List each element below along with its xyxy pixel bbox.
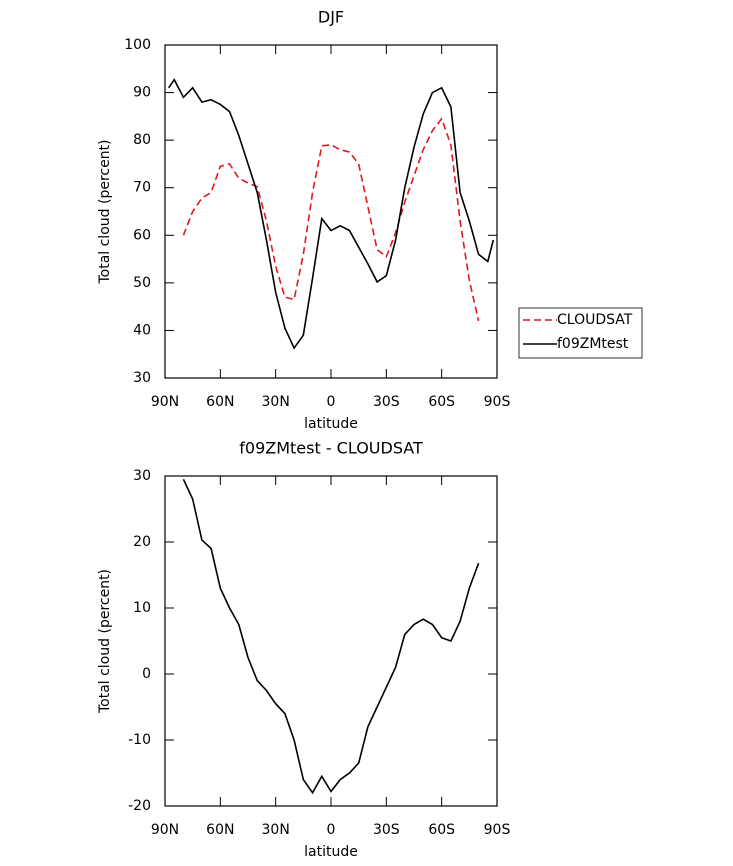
x-tick-label: 60S: [428, 822, 455, 838]
x-tick-label: 30N: [262, 822, 290, 838]
series-line: [182, 117, 480, 322]
x-tick-label: 30N: [262, 394, 290, 410]
x-tick-label: 90N: [151, 822, 179, 838]
x-tick-label: 60N: [206, 822, 234, 838]
y-tick-label: 60: [133, 227, 151, 243]
y-tick-label: 0: [142, 666, 151, 682]
x-tick-label: 60S: [428, 394, 455, 410]
y-tick-label: 30: [133, 370, 151, 386]
series-line: [168, 78, 495, 350]
y-tick-label: -10: [128, 732, 151, 748]
y-tick-label: 90: [133, 85, 151, 101]
legend-label: f09ZMtest: [557, 336, 629, 352]
x-tick-label: 90N: [151, 394, 179, 410]
x-axis-label: latitude: [304, 416, 358, 432]
x-axis-label: latitude: [304, 844, 358, 860]
legend-box: [518, 307, 643, 359]
y-tick-label: 70: [133, 180, 151, 196]
series-line: [182, 478, 480, 795]
x-tick-label: 90S: [484, 822, 511, 838]
y-tick-label: 100: [124, 37, 151, 53]
y-tick-label: -20: [128, 798, 151, 814]
x-tick-label: 90S: [484, 394, 511, 410]
chart-title: DJF: [318, 8, 344, 27]
x-tick-label: 0: [327, 822, 336, 838]
chart-title: f09ZMtest - CLOUDSAT: [239, 439, 423, 458]
y-tick-label: 40: [133, 322, 151, 338]
plot-frame: [164, 44, 498, 379]
y-tick-label: 50: [133, 275, 151, 291]
y-axis-label: Total cloud (percent): [97, 139, 113, 284]
x-tick-label: 60N: [206, 394, 234, 410]
x-tick-label: 0: [327, 394, 336, 410]
y-tick-label: 80: [133, 132, 151, 148]
y-axis-label: Total cloud (percent): [97, 569, 113, 714]
y-tick-label: 20: [133, 534, 151, 550]
x-tick-label: 30S: [373, 822, 400, 838]
x-tick-label: 30S: [373, 394, 400, 410]
y-tick-label: 10: [133, 600, 151, 616]
y-tick-label: 30: [133, 468, 151, 484]
plot-frame: [164, 475, 498, 807]
legend-label: CLOUDSAT: [557, 312, 633, 328]
